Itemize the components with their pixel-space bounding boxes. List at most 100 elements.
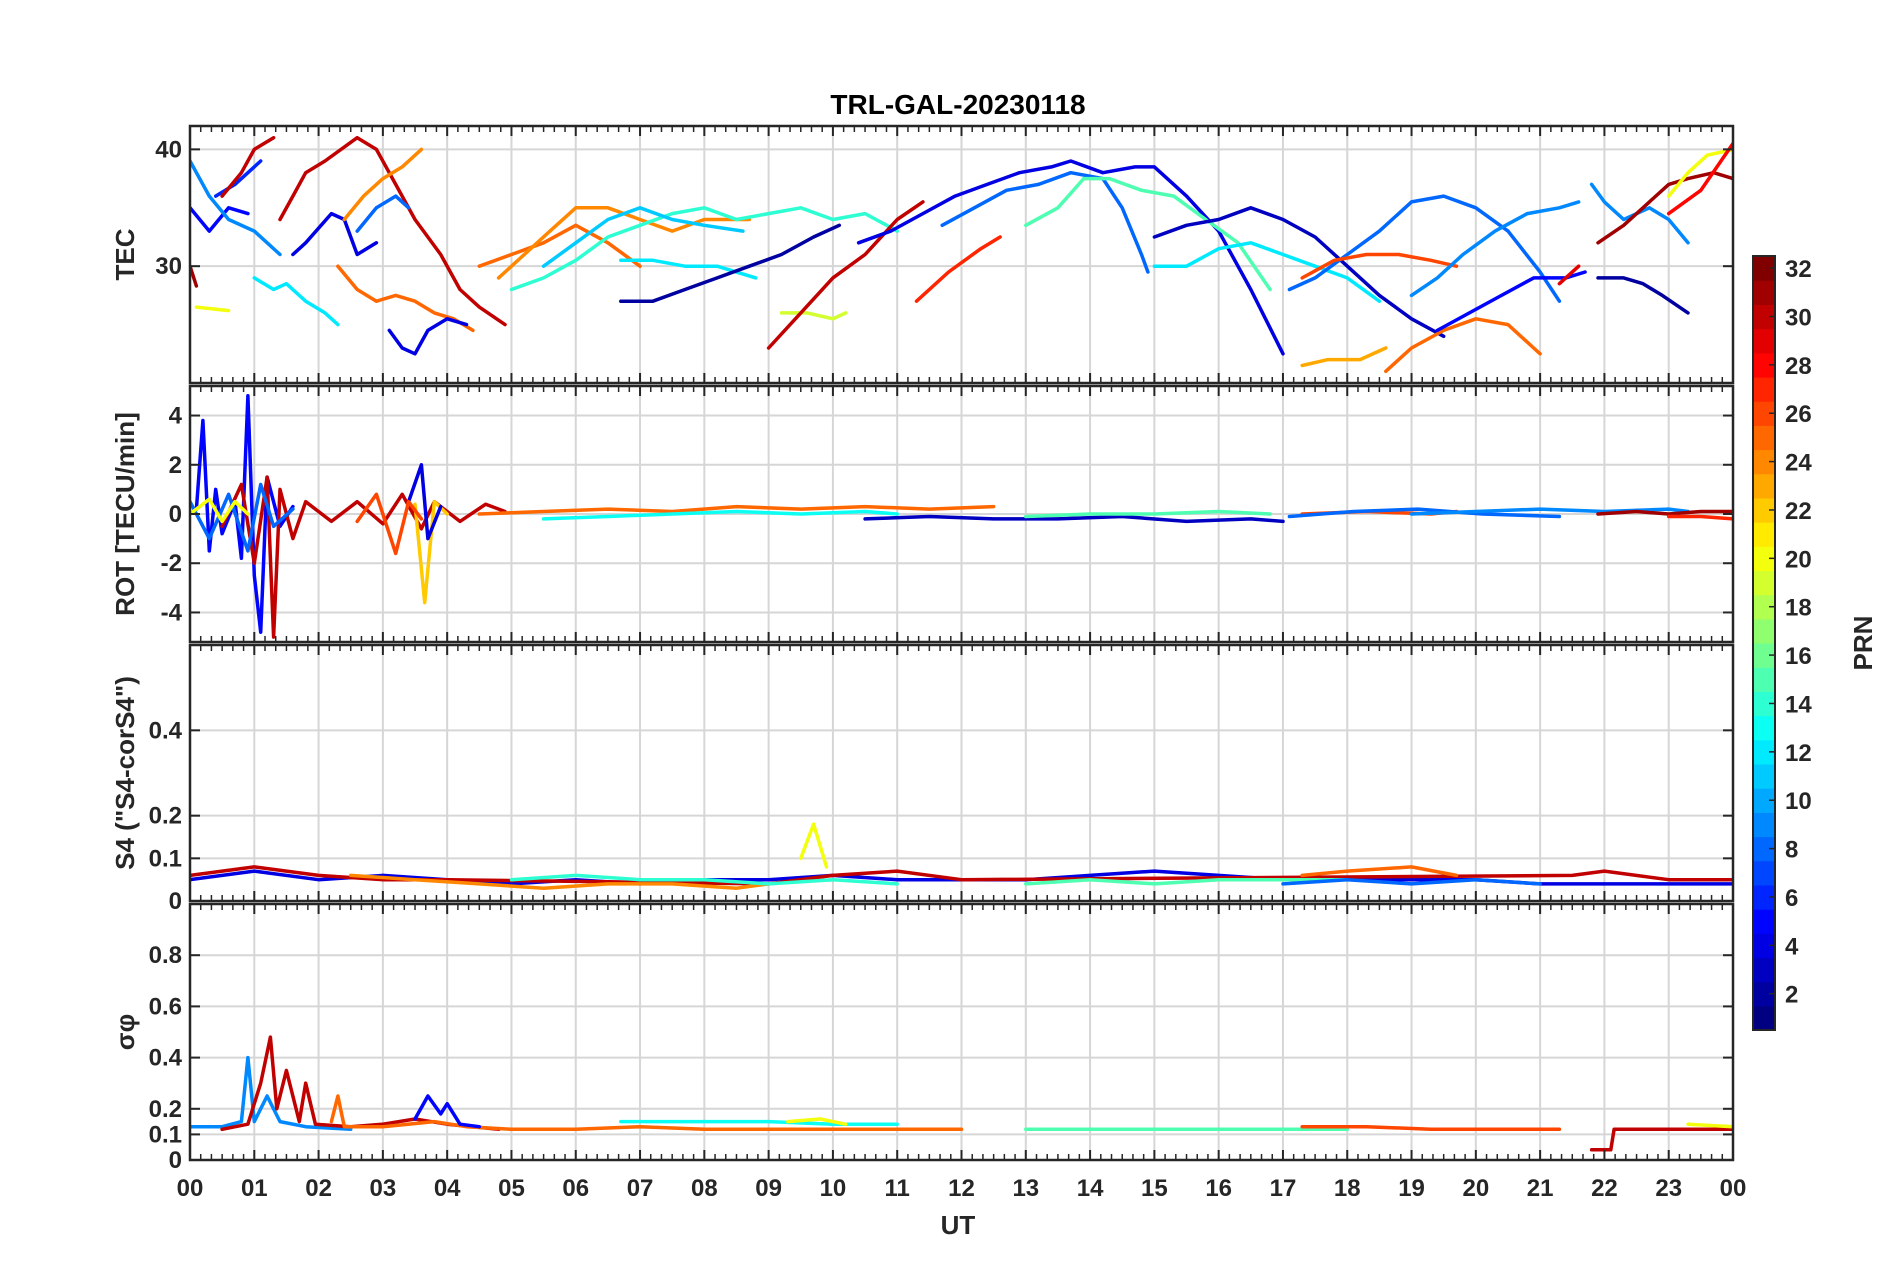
series-line-prn-30 [220,135,276,198]
x-tick-label: 06 [562,1175,589,1202]
x-tick-label: 05 [498,1175,525,1202]
series-line-prn-20 [786,1117,848,1126]
series-line-prn-30 [1589,1127,1733,1152]
series-line-prn-2 [619,223,842,303]
colorbar-cell [1753,352,1775,378]
series-line-prn-29 [1557,264,1581,286]
colorbar-cell [1753,884,1775,910]
colorbar-cell [1753,328,1775,354]
colorbar-cell [1753,594,1775,620]
colorbar-tick-label: 26 [1785,401,1812,428]
x-tick-label: 07 [627,1175,654,1202]
y-tick-label: 0.4 [149,1045,183,1072]
y-tick-label: 0.6 [149,993,182,1020]
colorbar-tick-label: 10 [1785,788,1812,815]
y-tick-label: 0 [169,888,182,915]
y-tick-label: 4 [169,403,183,430]
series-group [190,822,1733,890]
colorbar-cell [1753,957,1775,983]
colorbar-tick-label: 2 [1785,982,1798,1009]
colorbar-tick-label: 18 [1785,595,1812,622]
series-line-prn-12 [619,258,758,280]
series-group [190,1035,1733,1152]
y-tick-label: 0.2 [149,803,182,830]
series-line-prn-26 [355,492,424,556]
x-tick-label: 19 [1398,1175,1425,1202]
colorbar-cell [1753,739,1775,765]
series-line-prn-20 [194,305,231,313]
x-tick-label: 02 [305,1175,332,1202]
y-tick-label: 0.2 [149,1096,182,1123]
x-tick-label: 23 [1655,1175,1682,1202]
x-tick-label: 18 [1334,1175,1361,1202]
x-tick-label: 15 [1141,1175,1168,1202]
series-line-prn-26 [1300,252,1459,280]
series-line-prn-13 [541,509,899,521]
series-line-prn-30 [278,135,507,327]
colorbar-cell [1753,618,1775,644]
x-tick-label: 03 [370,1175,397,1202]
series-line-prn-12 [252,276,340,327]
colorbar-cell [1753,933,1775,959]
x-tick-label: 04 [434,1175,461,1202]
colorbar-tick-label: 16 [1785,643,1812,670]
y-axis-label-sigma_phi: σφ [110,1014,140,1050]
colorbar-cell [1753,763,1775,789]
colorbar-frame [1752,255,1776,1031]
series-line-prn-8 [1287,507,1562,519]
colorbar-cell [1753,715,1775,741]
colorbar-cell [1753,522,1775,547]
colorbar-cell [1753,280,1775,305]
colorbar-tick-label: 22 [1785,498,1812,525]
series-line-prn-25 [336,264,475,333]
colorbar-tick-label: 12 [1785,740,1812,767]
colorbar-cell [1753,836,1775,862]
colorbar-tick-label: 14 [1785,691,1812,718]
colorbar-cell [1753,667,1775,692]
y-axis-label-s4: S4 ("S4-corS4") [110,676,140,870]
x-tick-label: 00 [177,1175,204,1202]
series-line-prn-24 [348,873,771,890]
series-line-prn-3 [1152,206,1446,339]
x-tick-label: 22 [1591,1175,1618,1202]
colorbar-tick-label: 20 [1785,546,1812,573]
panel-tec: 30 40 TEC [110,124,1735,385]
colorbar-cell [1753,860,1775,886]
series-line-prn-5 [413,1094,482,1129]
colorbar-cell [1753,812,1775,838]
panel-rot: -4 -2 0 2 4 ROT [TECU/min] [110,384,1735,644]
series-line-prn-31 [1596,509,1733,516]
series-line-prn-9 [190,159,282,257]
series-line-prn-20 [799,822,829,869]
series-line-prn-24 [342,147,424,222]
colorbar-tick-label: 6 [1785,885,1798,912]
series-line-prn-8 [940,170,1150,274]
series-line-prn-25 [1300,865,1459,878]
y-tick-label: 40 [155,136,182,163]
colorbar-cell [1753,909,1775,934]
y-tick-label: -4 [161,599,183,626]
series-line-prn-27 [914,235,1002,303]
x-tick-labels: 00 01 02 03 04 05 06 07 08 09 10 11 12 13 14 15 16 17 18 19… [177,1175,1747,1202]
y-axis-label-tec: TEC [110,228,140,280]
series-line-prn-8 [355,194,411,233]
colorbar-tick-label: 24 [1785,450,1812,477]
series-line-prn-5 [190,206,250,233]
series-line-prn-26 [1300,1124,1562,1132]
series-line-prn-25 [1384,317,1542,374]
colorbar-cell [1753,304,1775,330]
y-axis-label-rot: ROT [TECU/min] [110,412,140,616]
colorbar-cell [1753,546,1775,572]
x-tick-label: 16 [1205,1175,1232,1202]
colorbar-tick-label: 32 [1785,256,1812,283]
colorbar-tick-label: 8 [1785,837,1798,864]
y-tick-label: 30 [155,253,182,280]
x-tick-label: 00 [1720,1175,1747,1202]
series-line-prn-20 [1686,1122,1733,1129]
series-line-prn-11 [541,206,745,268]
series-group [190,394,1733,639]
series-group [190,135,1733,374]
series-line-prn-25 [477,223,642,268]
